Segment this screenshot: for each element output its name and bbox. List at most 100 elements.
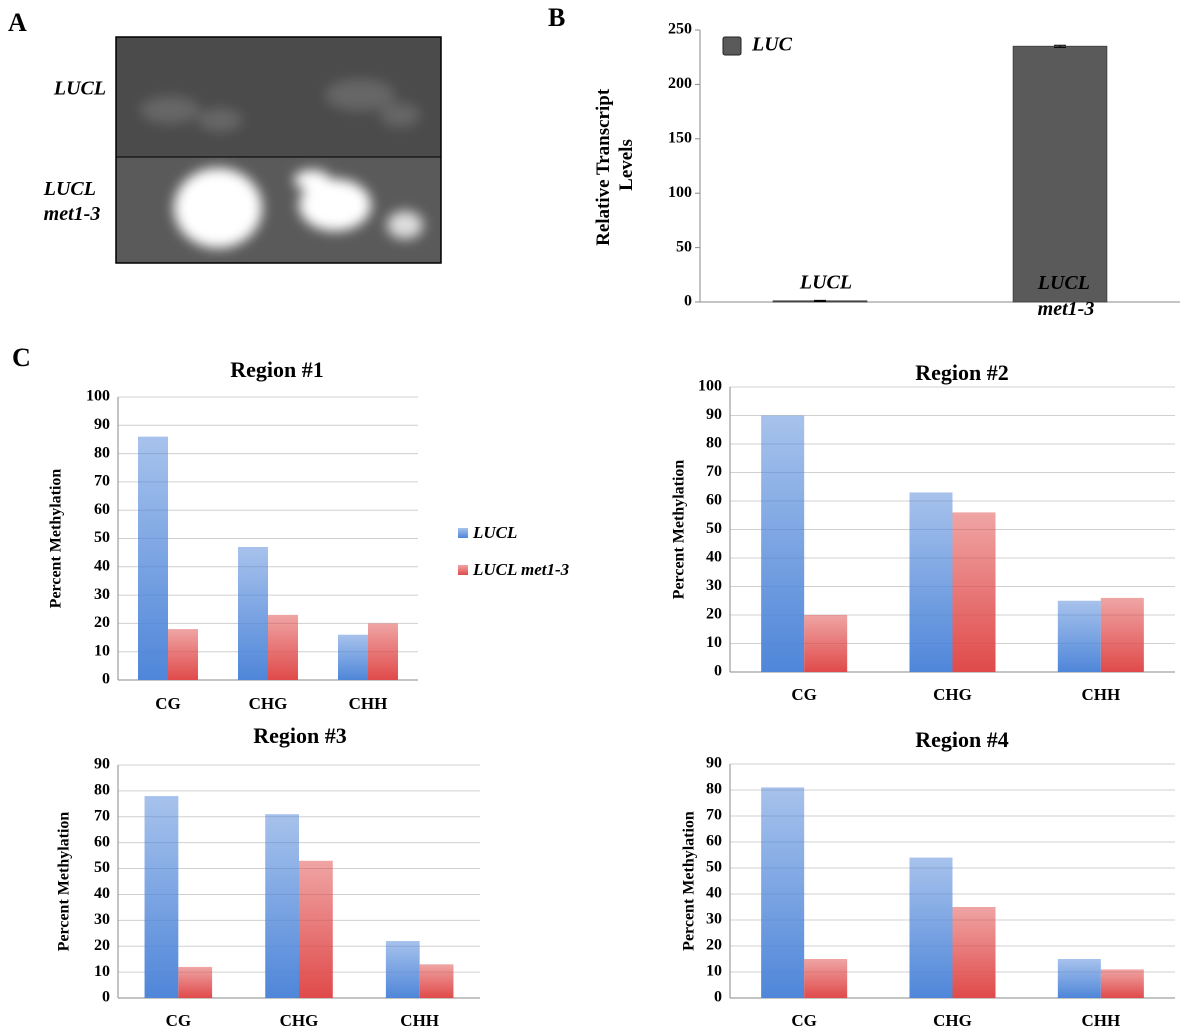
x-tick-label: CHH: [349, 694, 388, 713]
y-tick-label: 40: [94, 885, 110, 902]
y-tick-label: 80: [94, 444, 110, 461]
legend-label: LUCL: [472, 523, 517, 542]
y-tick-label: 200: [668, 75, 692, 92]
y-tick-label: 40: [94, 557, 110, 574]
y-tick-label: 0: [684, 293, 692, 310]
y-tick-label: 0: [714, 663, 722, 680]
y-tick-label: 0: [102, 989, 110, 1006]
category-label: LUCL: [799, 272, 852, 294]
bar: [385, 941, 420, 998]
y-tick-label: 70: [94, 473, 110, 490]
error-bar: [1054, 44, 1066, 48]
y-tick-label: 60: [706, 833, 722, 850]
bar: [952, 907, 996, 998]
bar: [299, 860, 333, 998]
y-tick-label: 80: [706, 435, 722, 452]
y-tick-label: 90: [94, 416, 110, 433]
image-label: LUCL: [53, 78, 106, 100]
y-axis-label: Percent Methylation: [671, 460, 688, 600]
y-tick-label: 30: [94, 911, 110, 928]
bar: [238, 546, 268, 680]
bar: [368, 623, 398, 680]
bar: [1100, 969, 1144, 998]
x-tick-label: CHH: [1081, 1011, 1120, 1030]
y-tick-label: 40: [706, 549, 722, 566]
y-tick-label: 70: [706, 807, 722, 824]
y-tick-label: 20: [94, 614, 110, 631]
bar: [168, 629, 198, 680]
y-tick-label: 30: [706, 577, 722, 594]
x-tick-label: CHG: [249, 694, 288, 713]
y-axis-label: Percent Methylation: [48, 469, 65, 609]
y-tick-label: 0: [714, 989, 722, 1006]
y-axis-label: Relative Transcript Levels: [593, 84, 637, 246]
y-tick-label: 100: [668, 184, 692, 201]
chart-title: Region #1: [230, 357, 324, 382]
y-tick-label: 30: [706, 911, 722, 928]
y-tick-label: 30: [94, 586, 110, 603]
y-tick-label: 50: [94, 859, 110, 876]
x-tick-label: CG: [791, 1011, 817, 1030]
chart-title: Region #3: [253, 723, 347, 748]
y-tick-label: 0: [102, 671, 110, 688]
x-tick-label: CHG: [933, 685, 972, 704]
luminescence-image: [116, 37, 441, 263]
y-tick-label: 70: [706, 463, 722, 480]
bar: [1057, 600, 1101, 672]
y-tick-label: 50: [94, 529, 110, 546]
legend-swatch: [458, 565, 468, 575]
y-tick-label: 90: [94, 756, 110, 773]
y-tick-label: 10: [94, 642, 110, 659]
bar: [338, 634, 368, 680]
y-tick-label: 90: [706, 755, 722, 772]
x-tick-label: CG: [791, 685, 817, 704]
error-bar: [814, 299, 826, 302]
legend-label: LUC: [751, 34, 793, 56]
category-label: LUCL met1-3: [1037, 272, 1095, 320]
y-tick-label: 250: [668, 21, 692, 38]
bar: [178, 966, 213, 998]
x-tick-label: CG: [155, 694, 181, 713]
x-tick-label: CHG: [933, 1011, 972, 1030]
panel-letter: B: [548, 3, 565, 32]
x-tick-label: CG: [166, 1011, 192, 1030]
y-tick-label: 20: [94, 937, 110, 954]
bar: [804, 615, 848, 672]
image-frame: [115, 36, 442, 264]
bar: [804, 959, 848, 998]
y-tick-label: 20: [706, 937, 722, 954]
image-label: LUCL met1-3: [43, 178, 101, 225]
y-tick-label: 100: [86, 388, 110, 405]
bar: [419, 964, 454, 998]
y-tick-label: 70: [94, 807, 110, 824]
x-tick-label: CHG: [280, 1011, 319, 1030]
y-tick-label: 50: [676, 238, 692, 255]
y-tick-label: 10: [94, 963, 110, 980]
y-axis-label: Percent Methylation: [681, 811, 698, 951]
legend-swatch: [722, 36, 742, 56]
panel-letter: C: [12, 343, 31, 372]
y-tick-label: 40: [706, 885, 722, 902]
y-tick-label: 60: [94, 501, 110, 518]
chart-title: Region #2: [915, 360, 1009, 385]
legend-label: LUCL met1-3: [472, 560, 570, 579]
y-tick-label: 100: [698, 378, 722, 395]
bar: [265, 814, 299, 998]
legend-swatch: [458, 528, 468, 538]
bar: [909, 857, 953, 998]
y-tick-label: 10: [706, 963, 722, 980]
bar: [761, 415, 805, 672]
y-tick-label: 150: [668, 129, 692, 146]
bar: [144, 796, 179, 998]
y-tick-label: 50: [706, 859, 722, 876]
y-tick-label: 60: [706, 492, 722, 509]
bar: [761, 787, 805, 998]
y-tick-label: 20: [706, 606, 722, 623]
bar: [1100, 597, 1144, 672]
bar: [1057, 959, 1101, 998]
x-tick-label: CHH: [400, 1011, 439, 1030]
y-axis-label: Percent Methylation: [56, 812, 73, 952]
bar: [138, 436, 168, 680]
y-tick-label: 80: [94, 782, 110, 799]
